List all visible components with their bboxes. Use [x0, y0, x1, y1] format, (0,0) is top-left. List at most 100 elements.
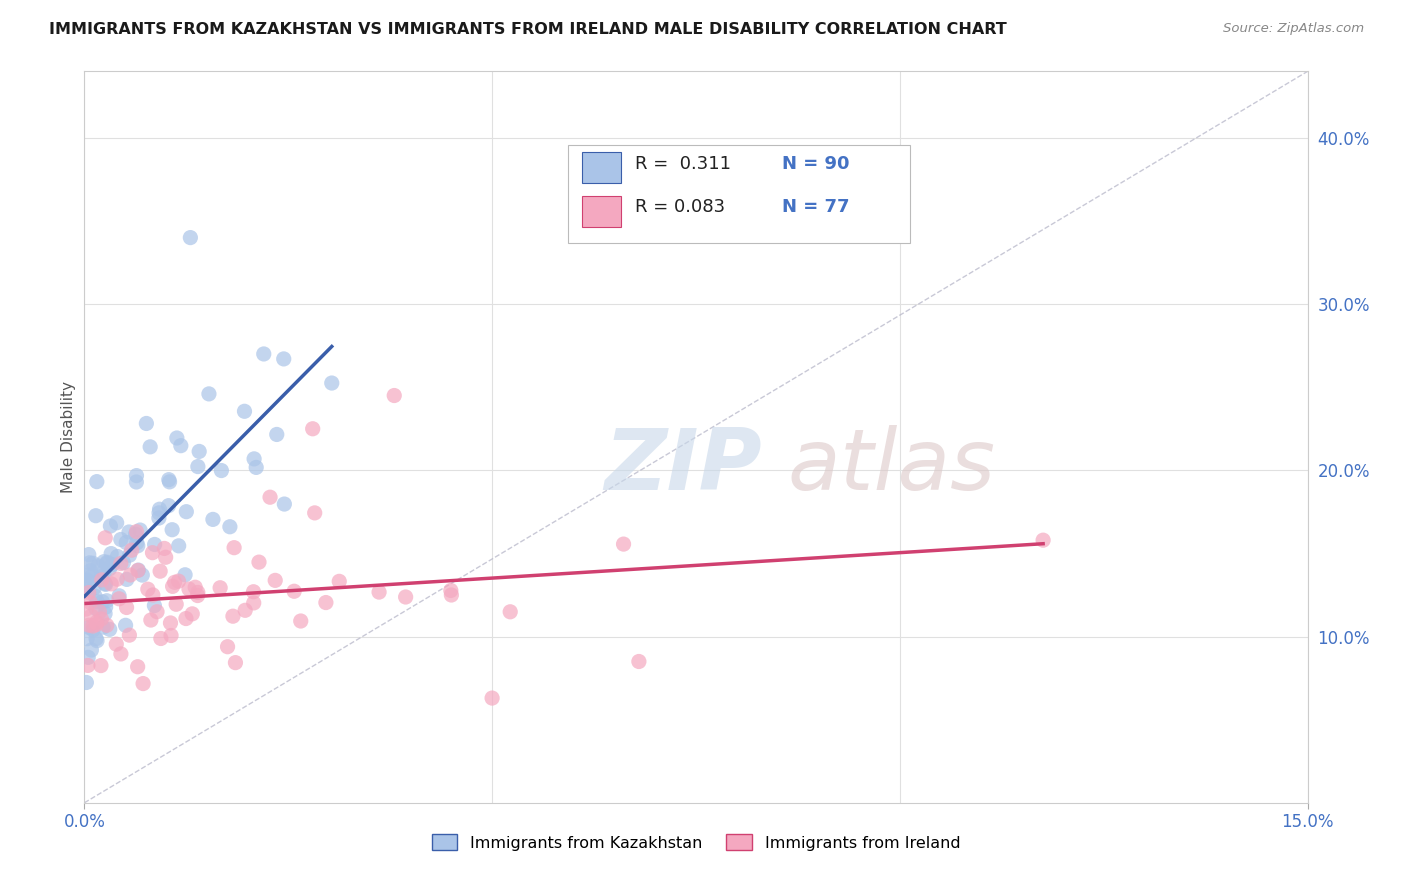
- Point: [94, 577, 117, 591]
- FancyBboxPatch shape: [582, 195, 621, 227]
- Point: [77, 618, 100, 632]
- Point: [89, 605, 111, 619]
- Point: [86, 617, 108, 632]
- Point: [159, 475, 181, 489]
- Point: [368, 585, 391, 599]
- Point: [98, 623, 121, 637]
- Point: [273, 351, 295, 366]
- Point: [101, 558, 124, 572]
- Point: [77, 620, 100, 634]
- Point: [94, 531, 117, 545]
- Point: [83, 581, 105, 595]
- Point: [209, 581, 232, 595]
- Point: [143, 537, 166, 551]
- Point: [93, 566, 115, 580]
- Point: [224, 656, 246, 670]
- Point: [86, 615, 108, 630]
- Point: [159, 615, 181, 630]
- Point: [157, 473, 180, 487]
- Point: [283, 584, 305, 599]
- Point: [77, 548, 100, 562]
- Text: Source: ZipAtlas.com: Source: ZipAtlas.com: [1223, 22, 1364, 36]
- Point: [177, 582, 200, 596]
- Point: [77, 658, 100, 673]
- Point: [1032, 533, 1054, 548]
- Point: [481, 691, 503, 706]
- Point: [84, 589, 107, 603]
- Point: [142, 588, 165, 602]
- Point: [84, 601, 107, 615]
- Text: N = 77: N = 77: [782, 198, 849, 216]
- Point: [153, 541, 176, 556]
- Point: [301, 422, 323, 436]
- Point: [108, 591, 131, 606]
- Point: [86, 594, 108, 608]
- Point: [96, 555, 118, 569]
- Point: [87, 558, 110, 573]
- Point: [198, 387, 221, 401]
- Text: atlas: atlas: [787, 425, 995, 508]
- Point: [242, 596, 264, 610]
- Point: [266, 427, 288, 442]
- Text: N = 90: N = 90: [782, 155, 849, 173]
- Point: [167, 574, 190, 588]
- Point: [143, 599, 166, 613]
- Point: [115, 573, 138, 587]
- Point: [612, 537, 634, 551]
- Point: [187, 459, 209, 474]
- Point: [75, 675, 97, 690]
- Point: [499, 605, 522, 619]
- Point: [86, 633, 108, 648]
- Point: [80, 643, 103, 657]
- Point: [155, 550, 177, 565]
- Text: ZIP: ZIP: [605, 425, 762, 508]
- Point: [76, 632, 98, 646]
- Point: [304, 506, 326, 520]
- Point: [105, 572, 128, 586]
- Point: [176, 505, 198, 519]
- Point: [79, 564, 101, 578]
- Point: [440, 588, 463, 602]
- Point: [187, 585, 209, 599]
- Point: [75, 582, 97, 597]
- Text: R = 0.083: R = 0.083: [636, 198, 725, 216]
- Point: [217, 640, 239, 654]
- Point: [77, 568, 100, 582]
- Point: [139, 613, 162, 627]
- Point: [174, 611, 197, 625]
- Point: [148, 502, 170, 516]
- Point: [100, 547, 122, 561]
- Point: [160, 523, 183, 537]
- Point: [96, 593, 118, 607]
- Point: [107, 549, 129, 564]
- Text: IMMIGRANTS FROM KAZAKHSTAN VS IMMIGRANTS FROM IRELAND MALE DISABILITY CORRELATIO: IMMIGRANTS FROM KAZAKHSTAN VS IMMIGRANTS…: [49, 22, 1007, 37]
- Point: [94, 600, 117, 615]
- Point: [179, 230, 201, 244]
- FancyBboxPatch shape: [568, 145, 910, 244]
- Point: [114, 618, 136, 632]
- Point: [127, 659, 149, 673]
- Point: [162, 579, 184, 593]
- Point: [100, 577, 122, 591]
- Point: [79, 556, 101, 570]
- Point: [139, 440, 162, 454]
- Point: [247, 555, 270, 569]
- Point: [136, 582, 159, 597]
- Point: [135, 417, 157, 431]
- Point: [160, 628, 183, 642]
- Point: [98, 562, 121, 576]
- Point: [118, 524, 141, 539]
- Point: [120, 568, 142, 582]
- Point: [146, 605, 169, 619]
- Point: [80, 608, 103, 623]
- Point: [131, 568, 153, 582]
- Point: [328, 574, 350, 589]
- Point: [125, 536, 148, 550]
- Point: [222, 609, 245, 624]
- Point: [77, 650, 100, 665]
- Point: [219, 520, 242, 534]
- Point: [125, 475, 148, 489]
- Point: [165, 597, 187, 611]
- Point: [127, 563, 149, 577]
- Point: [157, 499, 180, 513]
